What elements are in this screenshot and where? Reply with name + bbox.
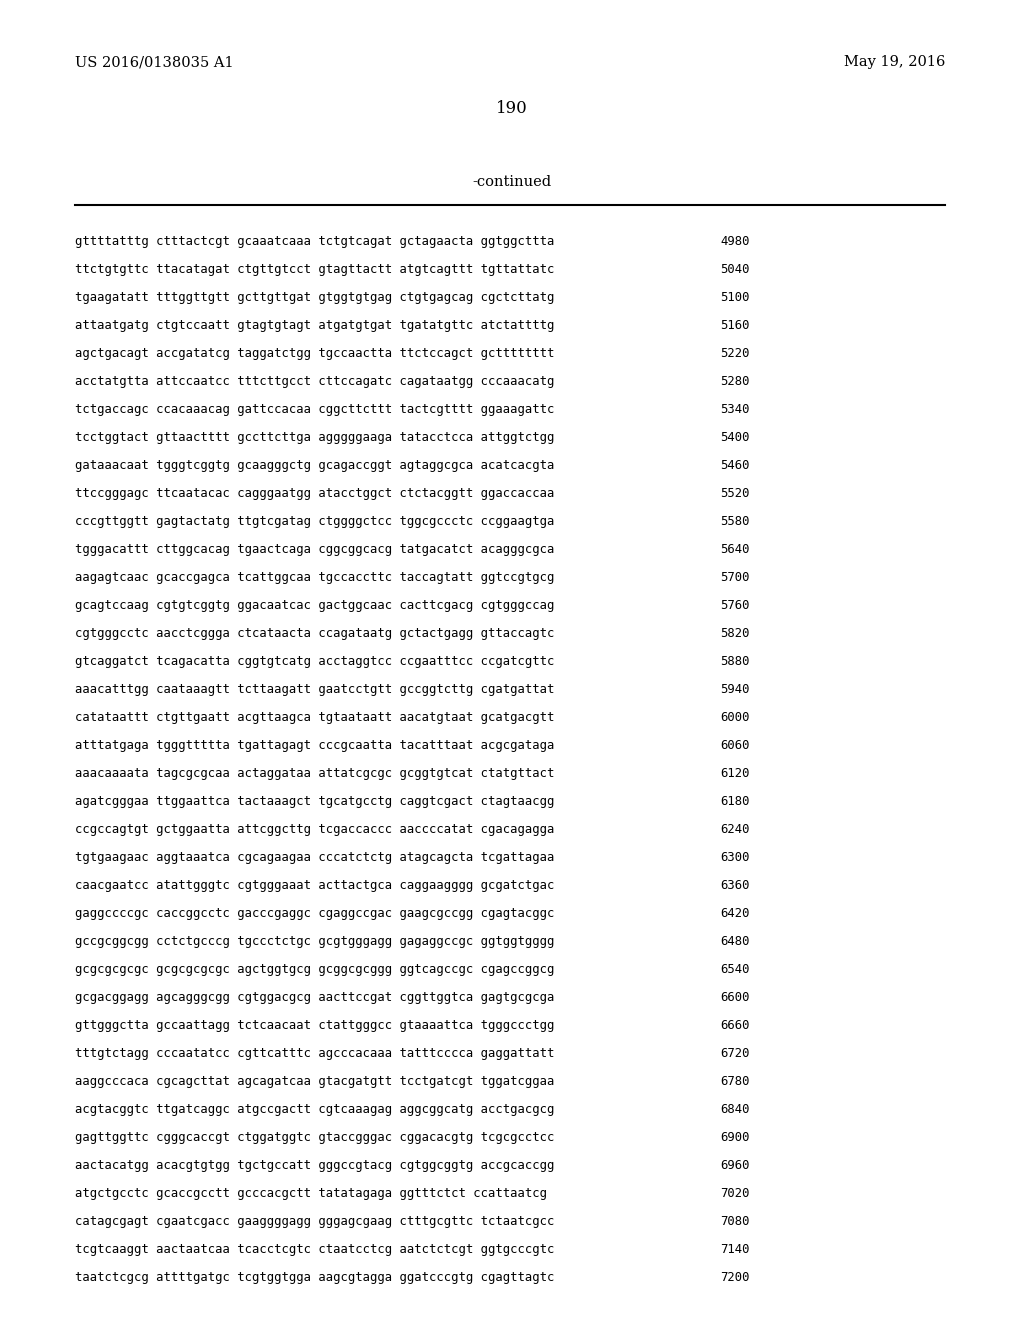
Text: attaatgatg ctgtccaatt gtagtgtagt atgatgtgat tgatatgttc atctattttg: attaatgatg ctgtccaatt gtagtgtagt atgatgt…: [75, 319, 554, 333]
Text: 5400: 5400: [720, 432, 750, 444]
Text: 7140: 7140: [720, 1243, 750, 1257]
Text: gcagtccaag cgtgtcggtg ggacaatcac gactggcaac cacttcgacg cgtgggccag: gcagtccaag cgtgtcggtg ggacaatcac gactggc…: [75, 599, 554, 612]
Text: gcgacggagg agcagggcgg cgtggacgcg aacttccgat cggttggtca gagtgcgcga: gcgacggagg agcagggcgg cgtggacgcg aacttcc…: [75, 991, 554, 1005]
Text: tgtgaagaac aggtaaatca cgcagaagaa cccatctctg atagcagcta tcgattagaa: tgtgaagaac aggtaaatca cgcagaagaa cccatct…: [75, 851, 554, 865]
Text: gaggccccgc caccggcctc gacccgaggc cgaggccgac gaagcgccgg cgagtacggc: gaggccccgc caccggcctc gacccgaggc cgaggcc…: [75, 907, 554, 920]
Text: 6780: 6780: [720, 1074, 750, 1088]
Text: 5700: 5700: [720, 572, 750, 583]
Text: 6420: 6420: [720, 907, 750, 920]
Text: gttttatttg ctttactcgt gcaaatcaaa tctgtcagat gctagaacta ggtggcttta: gttttatttg ctttactcgt gcaaatcaaa tctgtca…: [75, 235, 554, 248]
Text: gtcaggatct tcagacatta cggtgtcatg acctaggtcc ccgaatttcc ccgatcgttc: gtcaggatct tcagacatta cggtgtcatg acctagg…: [75, 655, 554, 668]
Text: atgctgcctc gcaccgcctt gcccacgctt tatatagaga ggtttctct ccattaatcg: atgctgcctc gcaccgcctt gcccacgctt tatatag…: [75, 1187, 547, 1200]
Text: 4980: 4980: [720, 235, 750, 248]
Text: 5760: 5760: [720, 599, 750, 612]
Text: catataattt ctgttgaatt acgttaagca tgtaataatt aacatgtaat gcatgacgtt: catataattt ctgttgaatt acgttaagca tgtaata…: [75, 711, 554, 723]
Text: 6360: 6360: [720, 879, 750, 892]
Text: 7020: 7020: [720, 1187, 750, 1200]
Text: cccgttggtt gagtactatg ttgtcgatag ctggggctcc tggcgccctc ccggaagtga: cccgttggtt gagtactatg ttgtcgatag ctggggc…: [75, 515, 554, 528]
Text: May 19, 2016: May 19, 2016: [844, 55, 945, 69]
Text: tgaagatatt tttggttgtt gcttgttgat gtggtgtgag ctgtgagcag cgctcttatg: tgaagatatt tttggttgtt gcttgttgat gtggtgt…: [75, 290, 554, 304]
Text: 5220: 5220: [720, 347, 750, 360]
Text: aaacaaaata tagcgcgcaa actaggataa attatcgcgc gcggtgtcat ctatgttact: aaacaaaata tagcgcgcaa actaggataa attatcg…: [75, 767, 554, 780]
Text: cgtgggcctc aacctcggga ctcataacta ccagataatg gctactgagg gttaccagtc: cgtgggcctc aacctcggga ctcataacta ccagata…: [75, 627, 554, 640]
Text: ttccgggagc ttcaatacac cagggaatgg atacctggct ctctacggtt ggaccaccaa: ttccgggagc ttcaatacac cagggaatgg atacctg…: [75, 487, 554, 500]
Text: 190: 190: [496, 100, 528, 117]
Text: -continued: -continued: [472, 176, 552, 189]
Text: catagcgagt cgaatcgacc gaaggggagg gggagcgaag ctttgcgttc tctaatcgcc: catagcgagt cgaatcgacc gaaggggagg gggagcg…: [75, 1214, 554, 1228]
Text: US 2016/0138035 A1: US 2016/0138035 A1: [75, 55, 233, 69]
Text: acgtacggtc ttgatcaggc atgccgactt cgtcaaagag aggcggcatg acctgacgcg: acgtacggtc ttgatcaggc atgccgactt cgtcaaa…: [75, 1104, 554, 1115]
Text: 6180: 6180: [720, 795, 750, 808]
Text: aaacatttgg caataaagtt tcttaagatt gaatcctgtt gccggtcttg cgatgattat: aaacatttgg caataaagtt tcttaagatt gaatcct…: [75, 682, 554, 696]
Text: 6000: 6000: [720, 711, 750, 723]
Text: 6720: 6720: [720, 1047, 750, 1060]
Text: gcgcgcgcgc gcgcgcgcgc agctggtgcg gcggcgcggg ggtcagccgc cgagccggcg: gcgcgcgcgc gcgcgcgcgc agctggtgcg gcggcgc…: [75, 964, 554, 975]
Text: 7080: 7080: [720, 1214, 750, 1228]
Text: aactacatgg acacgtgtgg tgctgccatt gggccgtacg cgtggcggtg accgcaccgg: aactacatgg acacgtgtgg tgctgccatt gggccgt…: [75, 1159, 554, 1172]
Text: 6300: 6300: [720, 851, 750, 865]
Text: aaggcccaca cgcagcttat agcagatcaa gtacgatgtt tcctgatcgt tggatcggaa: aaggcccaca cgcagcttat agcagatcaa gtacgat…: [75, 1074, 554, 1088]
Text: 6120: 6120: [720, 767, 750, 780]
Text: tgggacattt cttggcacag tgaactcaga cggcggcacg tatgacatct acagggcgca: tgggacattt cttggcacag tgaactcaga cggcggc…: [75, 543, 554, 556]
Text: 5280: 5280: [720, 375, 750, 388]
Text: 6060: 6060: [720, 739, 750, 752]
Text: tcgtcaaggt aactaatcaa tcacctcgtc ctaatcctcg aatctctcgt ggtgcccgtc: tcgtcaaggt aactaatcaa tcacctcgtc ctaatcc…: [75, 1243, 554, 1257]
Text: taatctcgcg attttgatgc tcgtggtgga aagcgtagga ggatcccgtg cgagttagtc: taatctcgcg attttgatgc tcgtggtgga aagcgta…: [75, 1271, 554, 1284]
Text: 5580: 5580: [720, 515, 750, 528]
Text: caacgaatcc atattgggtc cgtgggaaat acttactgca caggaagggg gcgatctgac: caacgaatcc atattgggtc cgtgggaaat acttact…: [75, 879, 554, 892]
Text: agatcgggaa ttggaattca tactaaagct tgcatgcctg caggtcgact ctagtaacgg: agatcgggaa ttggaattca tactaaagct tgcatgc…: [75, 795, 554, 808]
Text: 6900: 6900: [720, 1131, 750, 1144]
Text: 6660: 6660: [720, 1019, 750, 1032]
Text: 5340: 5340: [720, 403, 750, 416]
Text: agctgacagt accgatatcg taggatctgg tgccaactta ttctccagct gctttttttt: agctgacagt accgatatcg taggatctgg tgccaac…: [75, 347, 554, 360]
Text: 5640: 5640: [720, 543, 750, 556]
Text: 5520: 5520: [720, 487, 750, 500]
Text: aagagtcaac gcaccgagca tcattggcaa tgccaccttc taccagtatt ggtccgtgcg: aagagtcaac gcaccgagca tcattggcaa tgccacc…: [75, 572, 554, 583]
Text: 6240: 6240: [720, 822, 750, 836]
Text: gttgggctta gccaattagg tctcaacaat ctattgggcc gtaaaattca tgggccctgg: gttgggctta gccaattagg tctcaacaat ctattgg…: [75, 1019, 554, 1032]
Text: 6480: 6480: [720, 935, 750, 948]
Text: 5820: 5820: [720, 627, 750, 640]
Text: 5460: 5460: [720, 459, 750, 473]
Text: 5940: 5940: [720, 682, 750, 696]
Text: gataaacaat tgggtcggtg gcaagggctg gcagaccggt agtaggcgca acatcacgta: gataaacaat tgggtcggtg gcaagggctg gcagacc…: [75, 459, 554, 473]
Text: ttctgtgttc ttacatagat ctgttgtcct gtagttactt atgtcagttt tgttattatc: ttctgtgttc ttacatagat ctgttgtcct gtagtta…: [75, 263, 554, 276]
Text: tttgtctagg cccaatatcc cgttcatttc agcccacaaa tatttcccca gaggattatt: tttgtctagg cccaatatcc cgttcatttc agcccac…: [75, 1047, 554, 1060]
Text: 6540: 6540: [720, 964, 750, 975]
Text: 5040: 5040: [720, 263, 750, 276]
Text: 5100: 5100: [720, 290, 750, 304]
Text: 5880: 5880: [720, 655, 750, 668]
Text: tctgaccagc ccacaaacag gattccacaa cggcttcttt tactcgtttt ggaaagattc: tctgaccagc ccacaaacag gattccacaa cggcttc…: [75, 403, 554, 416]
Text: gagttggttc cgggcaccgt ctggatggtc gtaccgggac cggacacgtg tcgcgcctcc: gagttggttc cgggcaccgt ctggatggtc gtaccgg…: [75, 1131, 554, 1144]
Text: gccgcggcgg cctctgcccg tgccctctgc gcgtgggagg gagaggccgc ggtggtgggg: gccgcggcgg cctctgcccg tgccctctgc gcgtggg…: [75, 935, 554, 948]
Text: 6960: 6960: [720, 1159, 750, 1172]
Text: acctatgtta attccaatcc tttcttgcct cttccagatc cagataatgg cccaaacatg: acctatgtta attccaatcc tttcttgcct cttccag…: [75, 375, 554, 388]
Text: 6600: 6600: [720, 991, 750, 1005]
Text: ccgccagtgt gctggaatta attcggcttg tcgaccaccc aaccccatat cgacagagga: ccgccagtgt gctggaatta attcggcttg tcgacca…: [75, 822, 554, 836]
Text: 6840: 6840: [720, 1104, 750, 1115]
Text: 7200: 7200: [720, 1271, 750, 1284]
Text: tcctggtact gttaactttt gccttcttga agggggaaga tatacctcca attggtctgg: tcctggtact gttaactttt gccttcttga aggggga…: [75, 432, 554, 444]
Text: atttatgaga tgggttttta tgattagagt cccgcaatta tacatttaat acgcgataga: atttatgaga tgggttttta tgattagagt cccgcaa…: [75, 739, 554, 752]
Text: 5160: 5160: [720, 319, 750, 333]
